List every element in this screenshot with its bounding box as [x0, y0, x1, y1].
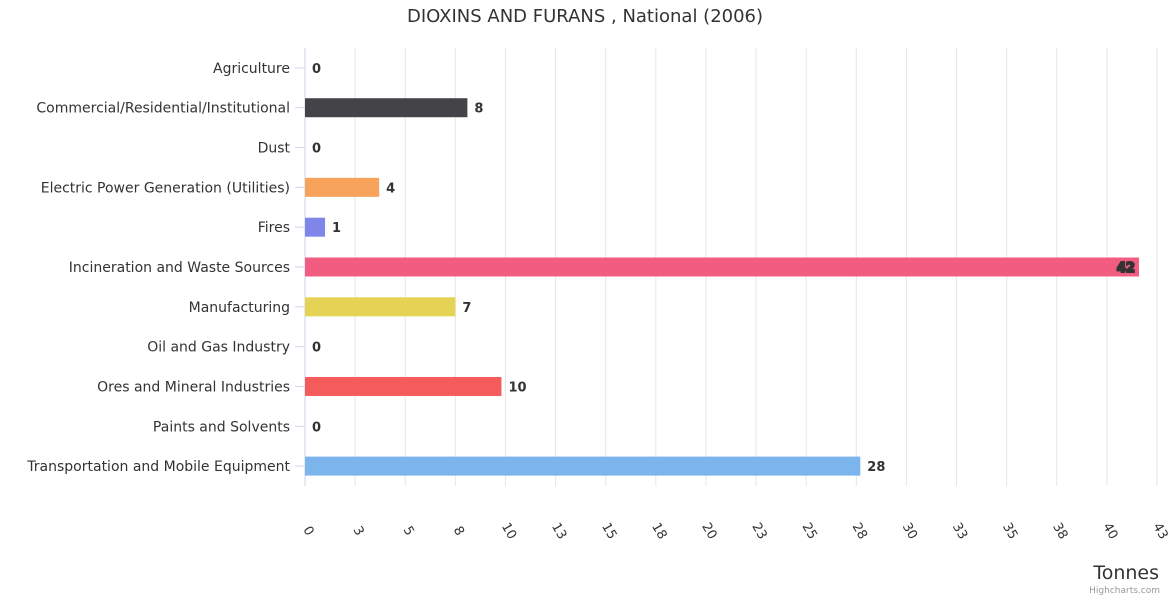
bar[interactable]: [305, 98, 468, 118]
data-label: 0: [312, 142, 321, 157]
x-tick-label: 25: [799, 520, 820, 542]
category-labels: Agriculture Commercial/Residential/Instit…: [26, 61, 290, 475]
x-tick-label: 40: [1099, 520, 1120, 542]
chart-title: DIOXINS AND FURANS , National (2006): [406, 6, 764, 27]
x-tick-label: 13: [548, 520, 569, 542]
data-label: 4: [386, 181, 395, 196]
x-tick-label: 33: [949, 520, 970, 542]
category-label: Electric Power Generation (Utilities): [41, 180, 290, 196]
x-tick-label: 3: [350, 524, 367, 539]
category-label: Dust: [258, 141, 291, 157]
bar[interactable]: [305, 297, 456, 317]
category-label: Paints and Solvents: [153, 419, 290, 435]
bar[interactable]: [305, 177, 380, 197]
x-tick-label: 38: [1049, 520, 1070, 542]
bar[interactable]: [305, 257, 1139, 277]
data-label: 42: [1117, 261, 1135, 276]
x-tick-label: 43: [1149, 520, 1170, 542]
data-label: 0: [312, 62, 321, 77]
x-tick-label: 30: [899, 520, 920, 542]
x-tick-label: 0: [299, 524, 316, 539]
x-tick-label: 8: [450, 524, 467, 539]
data-label: 10: [508, 380, 526, 395]
category-label: Manufacturing: [189, 300, 290, 316]
x-tick-label: 10: [498, 520, 519, 542]
data-labels: 0 8 0 4 1 42 7 0 10 0 28: [312, 62, 1136, 475]
bars: [305, 98, 1139, 476]
data-label: 0: [312, 341, 321, 356]
x-tick-label: 20: [698, 520, 719, 542]
data-label: 28: [867, 460, 885, 475]
category-label: Oil and Gas Industry: [147, 340, 290, 356]
category-label: Commercial/Residential/Institutional: [36, 101, 290, 117]
x-tick-label: 18: [648, 520, 669, 542]
bar[interactable]: [305, 217, 326, 237]
category-label: Incineration and Waste Sources: [69, 260, 290, 276]
bar[interactable]: [305, 376, 502, 396]
x-tick-label: 15: [598, 520, 619, 542]
data-label: 1: [332, 221, 341, 236]
bar[interactable]: [305, 456, 861, 476]
category-label: Transportation and Mobile Equipment: [26, 459, 290, 475]
data-label: 8: [474, 102, 483, 117]
x-axis-title: Tonnes: [1093, 562, 1159, 584]
category-label: Fires: [258, 220, 290, 236]
data-label: 7: [462, 301, 471, 316]
x-tick-label: 23: [748, 520, 769, 542]
data-label: 0: [312, 420, 321, 435]
category-label: Ores and Mineral Industries: [97, 379, 290, 395]
x-tick-label: 5: [400, 524, 417, 539]
x-tick-label: 28: [849, 520, 870, 542]
category-label: Agriculture: [213, 61, 290, 77]
x-tick-labels: 0 3 5 8 10 13 15 18 20 23 25 28 30 33 35 38 40 43: [299, 520, 1170, 542]
credits-link[interactable]: Highcharts.com: [1089, 586, 1160, 596]
x-tick-label: 35: [999, 520, 1020, 542]
